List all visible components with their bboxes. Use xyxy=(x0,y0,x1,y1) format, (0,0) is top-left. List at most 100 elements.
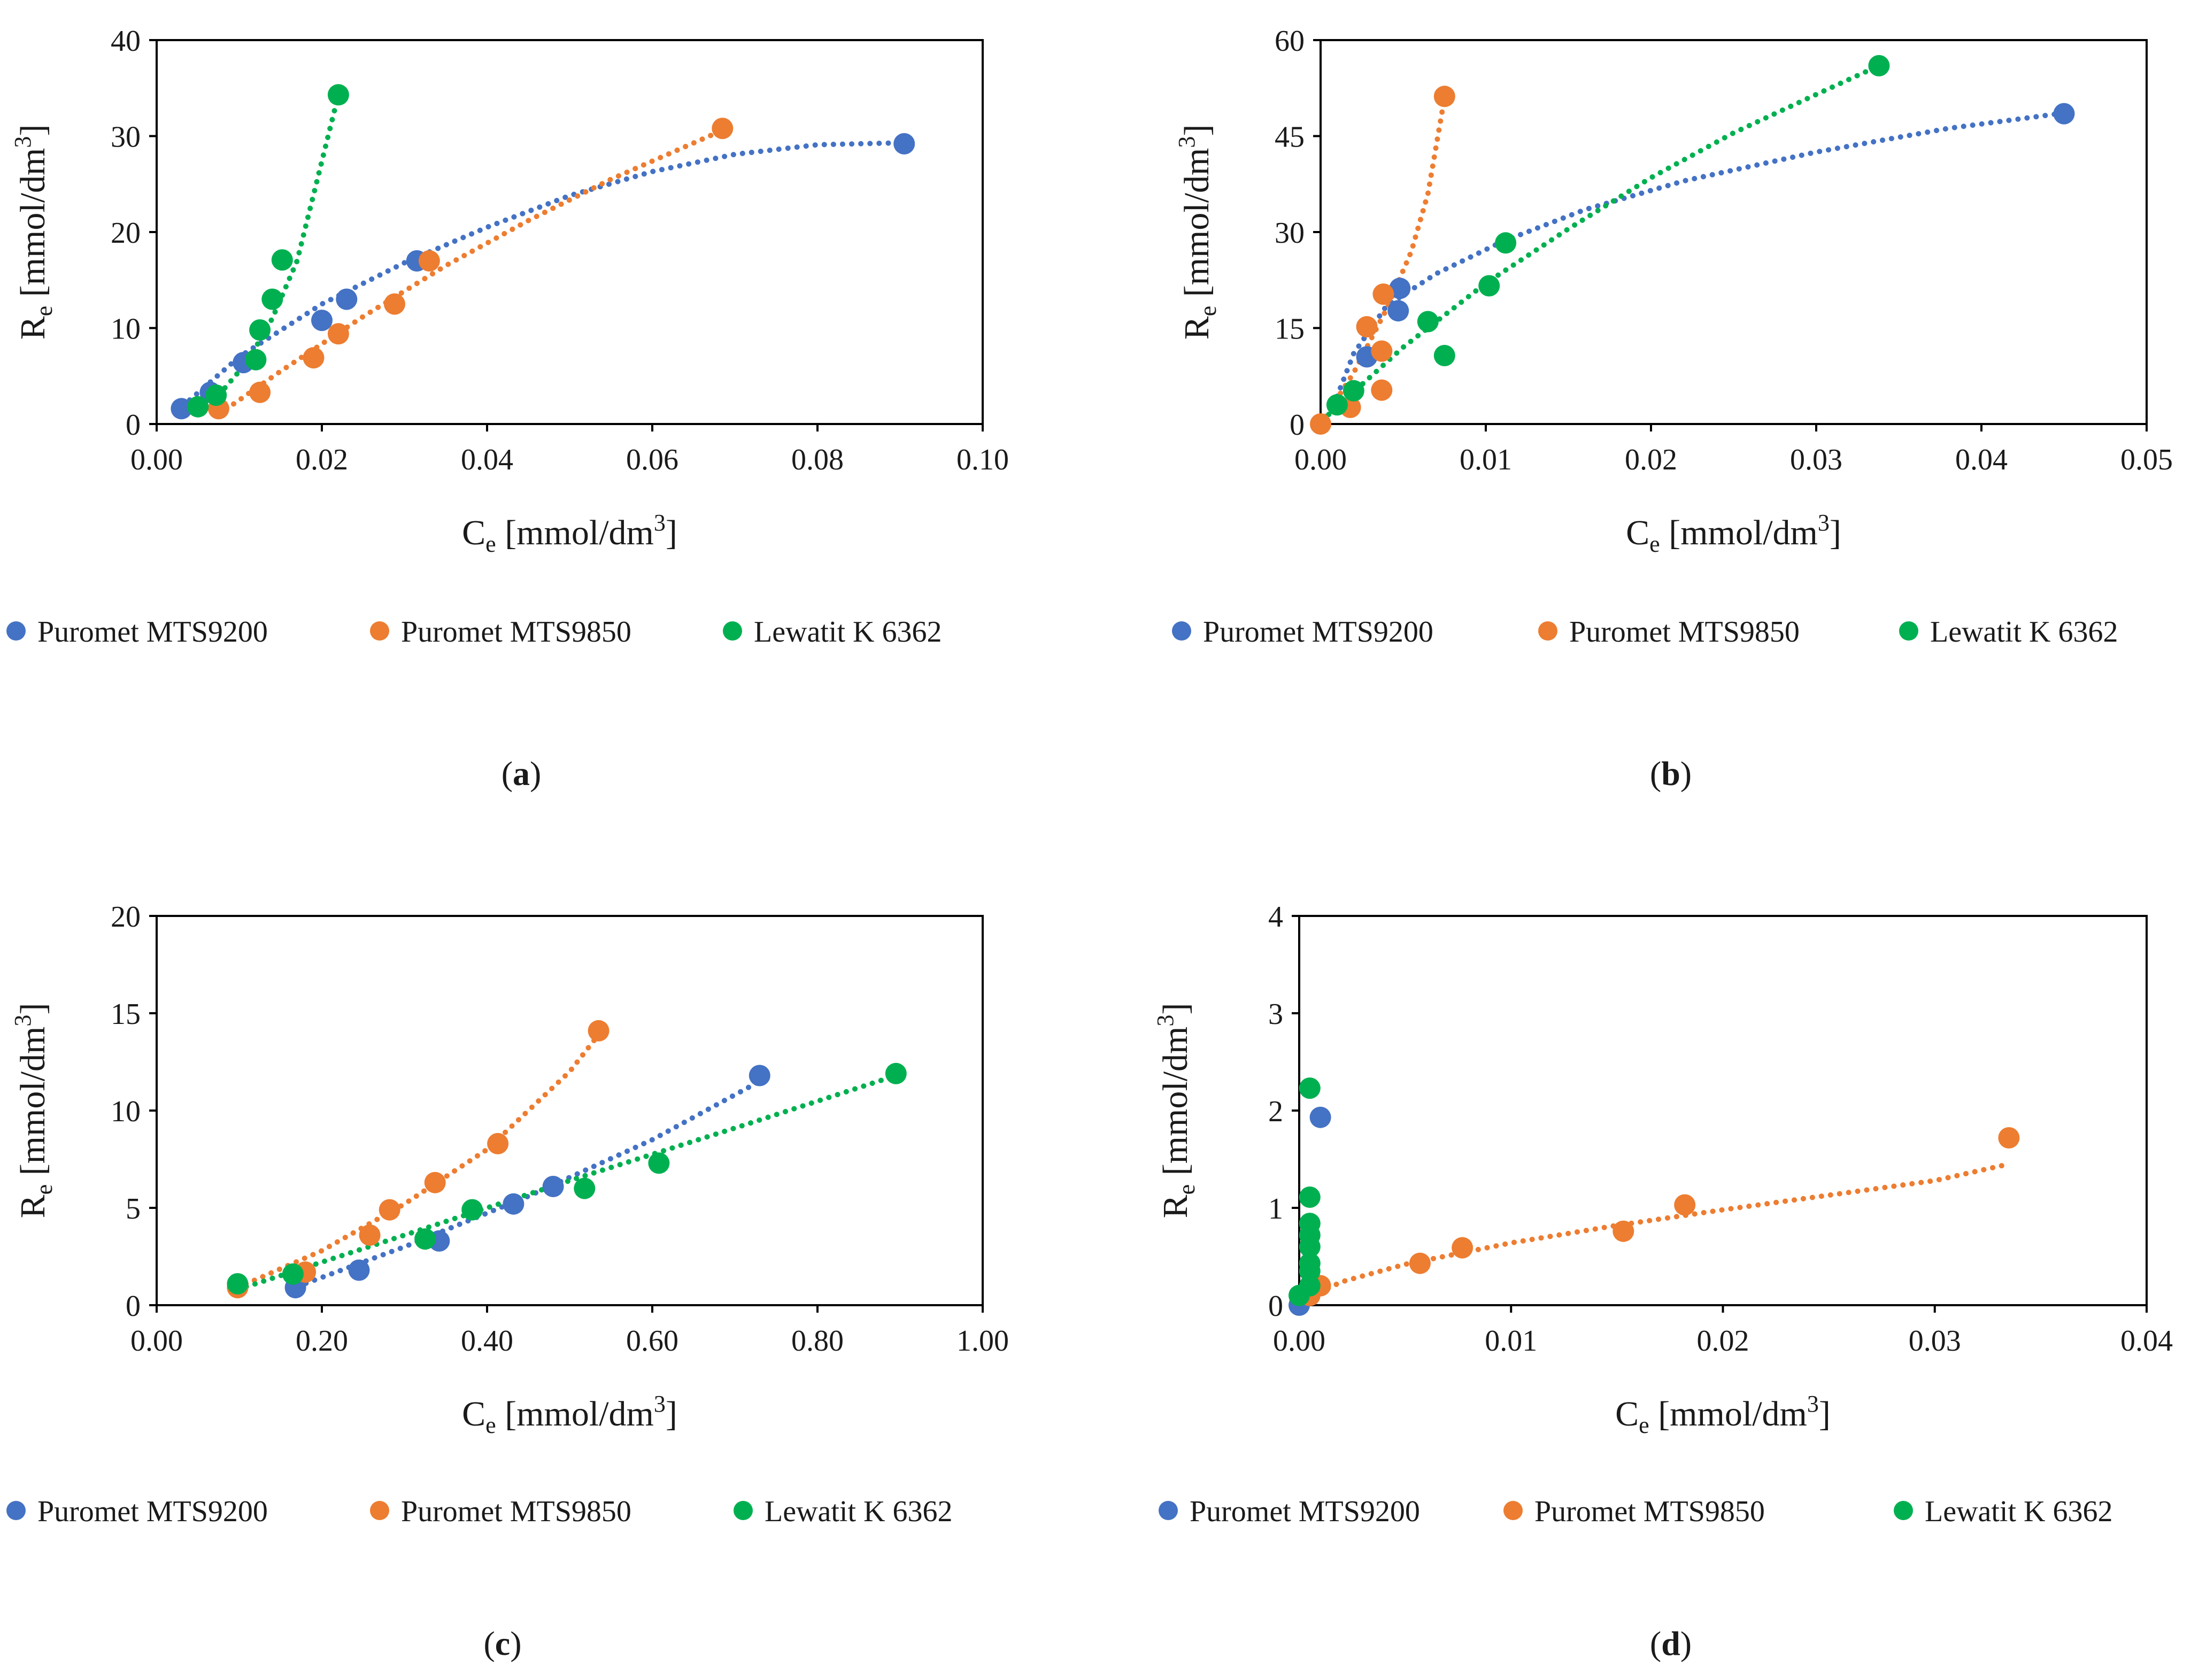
data-point-orange xyxy=(487,1132,509,1154)
panel-caption: (b) xyxy=(1650,754,1692,792)
data-point-orange xyxy=(1372,283,1394,305)
y-tick-label: 20 xyxy=(111,900,141,934)
trendline-blue xyxy=(187,140,903,403)
data-point-orange xyxy=(1356,316,1378,338)
data-point-orange xyxy=(327,323,349,345)
y-tick-label: 15 xyxy=(111,998,141,1031)
x-tick-label: 0.01 xyxy=(1485,1324,1537,1358)
data-point-blue xyxy=(311,310,333,332)
y-tick-label: 10 xyxy=(111,313,141,346)
legend-label: Puromet MTS9850 xyxy=(401,1495,631,1528)
y-tick-label: 4 xyxy=(1268,900,1283,934)
y-axis-label: Re [mmol/dm3] xyxy=(10,1003,57,1219)
data-point-green xyxy=(461,1199,483,1221)
y-axis-label: Re [mmol/dm3] xyxy=(1152,1003,1200,1219)
data-point-blue xyxy=(348,1259,370,1281)
x-axis-label: Ce [mmol/dm3] xyxy=(1615,1391,1831,1438)
x-tick-label: 0.10 xyxy=(956,443,1009,476)
data-point-green xyxy=(1343,380,1364,402)
data-point-orange xyxy=(249,381,271,403)
legend-label: Puromet MTS9850 xyxy=(1569,615,1800,649)
x-tick-label: 0.02 xyxy=(1697,1324,1749,1358)
data-point-green xyxy=(1417,311,1439,333)
panel-caption: (a) xyxy=(502,754,542,792)
trendline-orange xyxy=(1300,1161,2012,1303)
trendline-orange xyxy=(235,1032,601,1291)
legend-marker-green xyxy=(734,1501,753,1520)
data-point-green xyxy=(1326,394,1348,416)
data-point-orange xyxy=(1433,86,1455,107)
data-point-orange xyxy=(359,1224,381,1246)
x-tick-label: 1.00 xyxy=(956,1324,1009,1358)
y-axis-label: Re [mmol/dm3] xyxy=(10,125,57,340)
legend-marker-blue xyxy=(1159,1501,1178,1520)
legend-marker-orange xyxy=(1538,621,1557,641)
trendline-green xyxy=(235,1073,899,1292)
data-point-orange xyxy=(1371,379,1393,401)
y-tick-label: 0 xyxy=(126,409,141,442)
y-tick-label: 45 xyxy=(1275,121,1305,154)
data-point-green xyxy=(227,1273,249,1294)
data-point-green xyxy=(574,1177,596,1199)
data-point-blue xyxy=(749,1065,770,1086)
data-point-blue xyxy=(1387,300,1409,322)
panel-caption: (d) xyxy=(1650,1624,1692,1662)
legend-marker-blue xyxy=(6,1501,26,1520)
data-point-green xyxy=(282,1263,304,1285)
legend-label: Puromet MTS9850 xyxy=(1534,1495,1765,1528)
data-point-green xyxy=(885,1062,907,1084)
x-tick-label: 0.00 xyxy=(1294,443,1347,476)
legend-marker-orange xyxy=(370,1501,389,1520)
y-tick-label: 20 xyxy=(111,217,141,250)
trendline-orange xyxy=(215,127,726,417)
y-tick-label: 40 xyxy=(111,25,141,58)
y-tick-label: 60 xyxy=(1275,25,1305,58)
legend-label: Puromet MTS9200 xyxy=(37,615,268,649)
y-tick-label: 5 xyxy=(126,1192,141,1226)
plot-area-frame xyxy=(1298,915,2148,1306)
data-point-orange xyxy=(1613,1220,1634,1242)
panel-caption: (c) xyxy=(483,1624,521,1662)
data-point-orange xyxy=(303,347,325,369)
data-point-blue xyxy=(2053,103,2075,125)
data-point-green xyxy=(1299,1186,1321,1208)
data-point-blue xyxy=(1389,278,1411,299)
data-point-green xyxy=(414,1228,436,1250)
y-tick-label: 1 xyxy=(1268,1192,1283,1226)
data-point-green xyxy=(1495,232,1517,254)
legend-label: Lewatit K 6362 xyxy=(754,615,942,649)
x-axis-label: Ce [mmol/dm3] xyxy=(1626,510,1841,557)
y-tick-label: 10 xyxy=(111,1095,141,1128)
data-point-orange xyxy=(1998,1127,2020,1149)
chart-panel-c: 0 5 10 15 20 0.00 0.20 0.40 0.60 0.80 1.00 Ce [mmol… xyxy=(6,900,1009,1662)
data-point-blue xyxy=(542,1176,564,1197)
data-point-green xyxy=(205,384,227,406)
data-point-orange xyxy=(588,1020,610,1042)
legend-marker-orange xyxy=(370,621,389,641)
data-point-green xyxy=(1299,1077,1321,1099)
data-point-green xyxy=(1478,275,1500,297)
data-point-green xyxy=(187,396,209,418)
legend-marker-blue xyxy=(1172,621,1191,641)
x-tick-label: 0.04 xyxy=(1955,443,2008,476)
data-point-blue xyxy=(171,398,192,420)
x-tick-label: 0.00 xyxy=(130,1324,183,1358)
data-point-orange xyxy=(1409,1252,1431,1274)
data-point-orange xyxy=(1674,1194,1696,1216)
data-point-green xyxy=(1299,1213,1321,1235)
chart-panel-d: 0 1 2 3 4 0.00 0.01 0.02 0.03 0.04 Ce [mmol/dm3] Re… xyxy=(1152,900,2173,1662)
y-tick-label: 0 xyxy=(1290,409,1305,442)
data-point-green xyxy=(271,249,293,271)
legend-label: Puromet MTS9200 xyxy=(1203,615,1433,649)
data-point-orange xyxy=(418,250,440,272)
x-tick-label: 0.20 xyxy=(296,1324,348,1358)
legend-label: Lewatit K 6362 xyxy=(1930,615,2118,649)
legend-label: Puromet MTS9850 xyxy=(401,615,631,649)
x-tick-label: 0.08 xyxy=(791,443,844,476)
chart-panel-b: 0 15 30 45 60 0.00 0.01 0.02 0.03 0.04 0.05 Ce [mmo… xyxy=(1172,25,2173,792)
x-tick-label: 0.04 xyxy=(461,443,513,476)
legend-label: Lewatit K 6362 xyxy=(1925,1495,2112,1528)
legend-marker-green xyxy=(723,621,742,641)
x-tick-label: 0.03 xyxy=(1790,443,1842,476)
